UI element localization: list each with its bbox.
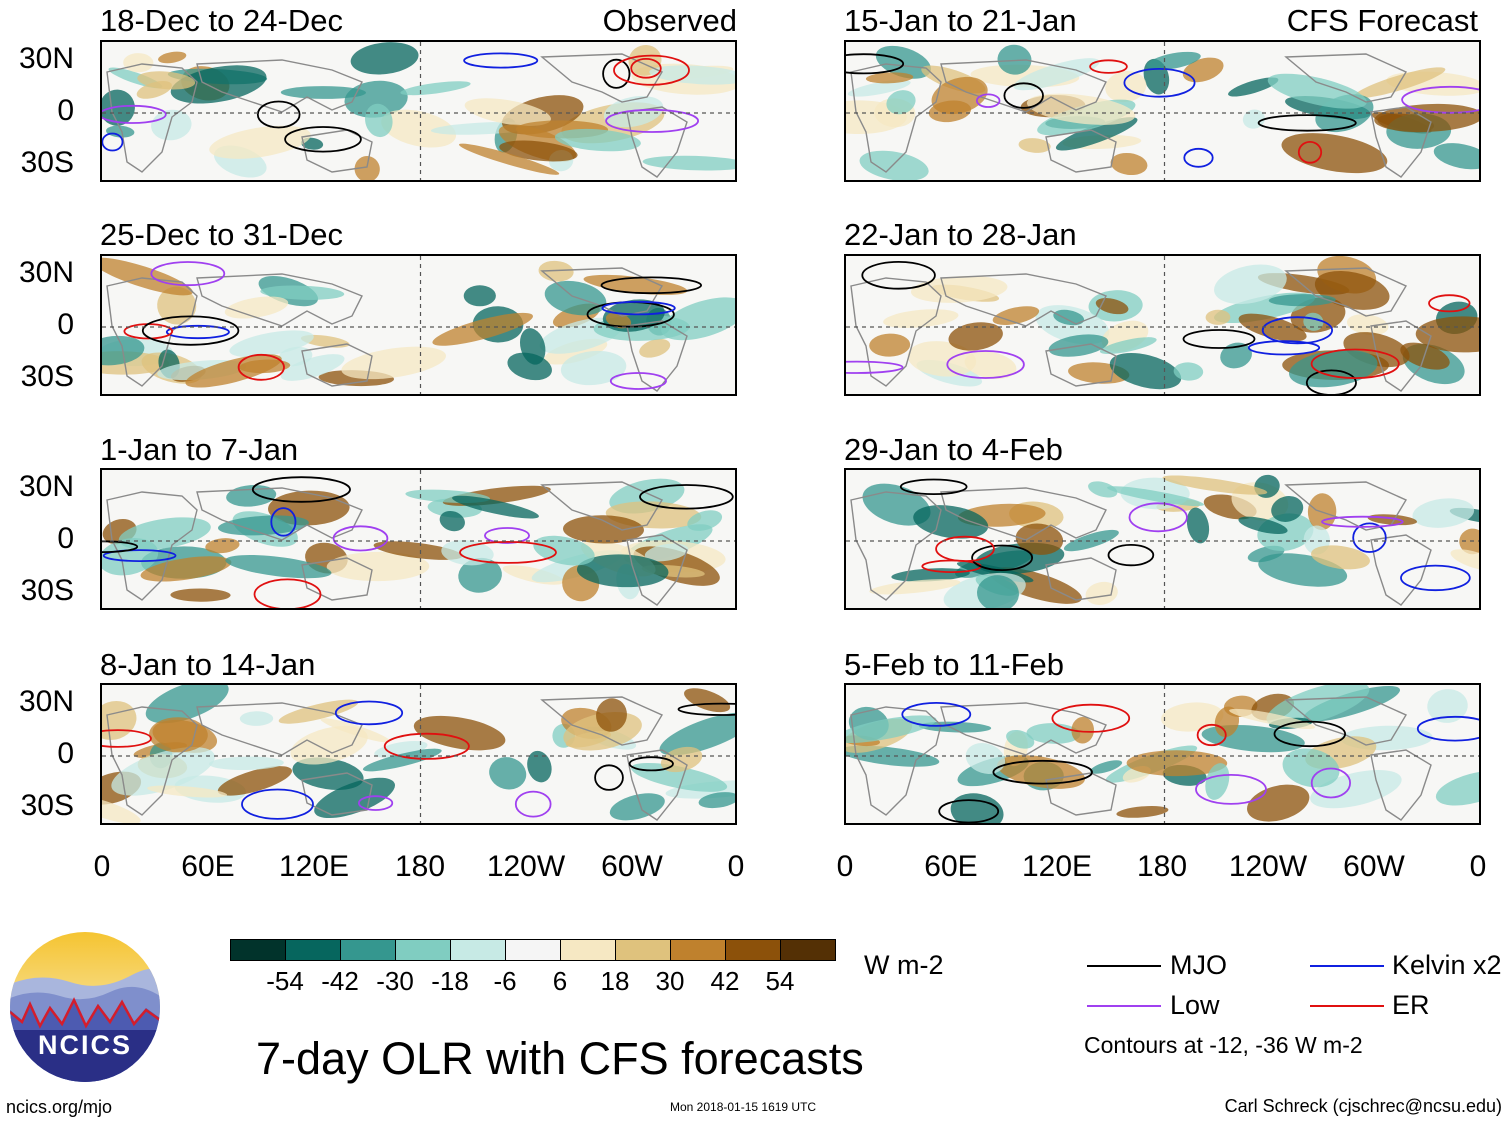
panel-title: 22-Jan to 28-Jan	[844, 217, 1077, 252]
panel-title: 29-Jan to 4-Feb	[844, 432, 1063, 467]
ncics-logo-text: NCICS	[37, 1030, 132, 1060]
panel-title: 25-Dec to 31-Dec	[100, 217, 343, 252]
olr-map	[100, 468, 737, 610]
colorbar-swatch	[615, 939, 671, 961]
legend-line-low	[1087, 1005, 1161, 1007]
olr-map-art	[102, 256, 735, 394]
colorbar-tick: 30	[655, 966, 685, 996]
olr-map-art	[846, 470, 1479, 608]
olr-map	[844, 254, 1481, 396]
olr-map-art	[846, 685, 1479, 823]
legend-line-mjo	[1087, 965, 1161, 967]
legend-line-kelvin	[1310, 965, 1384, 967]
panel-title: 5-Feb to 11-Feb	[844, 647, 1064, 682]
y-tick-0: 0	[57, 94, 74, 127]
x-tick: 60W	[1343, 850, 1405, 883]
x-tick: 0	[93, 850, 111, 883]
panel-title: 15-Jan to 21-Jan	[844, 3, 1077, 38]
olr-map	[844, 40, 1481, 182]
y-tick-0: 0	[57, 522, 74, 555]
author-credit: Carl Schreck (cjschrec@ncsu.edu)	[1224, 1096, 1502, 1116]
colorbar-tick: 54	[765, 966, 795, 996]
colorbar-tick: -18	[431, 966, 469, 996]
colorbar-swatch	[780, 939, 836, 961]
colorbar-swatch	[560, 939, 616, 961]
y-tick-0: 0	[57, 737, 74, 770]
olr-map-art	[846, 256, 1479, 394]
y-tick-30n: 30N	[18, 470, 74, 503]
olr-map	[100, 683, 737, 825]
legend-label-er: ER	[1392, 990, 1430, 1020]
colorbar-swatch	[340, 939, 396, 961]
colorbar-swatch	[285, 939, 341, 961]
website-link[interactable]: ncics.org/mjo	[6, 1097, 113, 1117]
legend-label-kelvin: Kelvin x2	[1392, 950, 1502, 980]
x-tick: 60E	[181, 850, 235, 883]
x-tick: 0	[727, 850, 745, 883]
legend-line-er	[1310, 1005, 1384, 1007]
legend-label-low: Low	[1170, 990, 1220, 1020]
colorbar-tick: 6	[552, 966, 568, 996]
colorbar-swatch	[395, 939, 451, 961]
x-tick: 0	[1469, 850, 1487, 883]
panel-title: 18-Dec to 24-Dec	[100, 3, 343, 38]
ncics-logo: NCICS	[10, 932, 160, 1082]
colorbar-units: W m-2	[864, 950, 944, 980]
panel-title: 8-Jan to 14-Jan	[100, 647, 316, 682]
colorbar-tick: 42	[710, 966, 740, 996]
colorbar-tick: 18	[600, 966, 630, 996]
colorbar-swatch	[725, 939, 781, 961]
ncics-logo-art	[10, 932, 160, 1082]
x-tick: 60E	[924, 850, 978, 883]
y-tick-30s: 30S	[20, 146, 74, 179]
colorbar-swatch	[670, 939, 726, 961]
olr-map-art	[846, 42, 1479, 180]
x-tick: 120W	[486, 850, 566, 883]
olr-map-art	[102, 685, 735, 823]
x-tick: 120E	[278, 850, 350, 883]
colorbar-tick: -42	[321, 966, 359, 996]
x-tick: 60W	[601, 850, 663, 883]
olr-map	[844, 683, 1481, 825]
colorbar-tick: -30	[376, 966, 414, 996]
panel-title: 1-Jan to 7-Jan	[100, 432, 299, 467]
x-tick: 120E	[1021, 850, 1093, 883]
timestamp: Mon 2018-01-15 1619 UTC	[670, 1100, 817, 1114]
olr-map-art	[102, 470, 735, 608]
y-tick-30s: 30S	[20, 574, 74, 607]
x-tick: 0	[836, 850, 854, 883]
olr-map	[100, 40, 737, 182]
x-tick: 120W	[1228, 850, 1308, 883]
colorbar-swatch	[230, 939, 286, 961]
figure-title: 7-day OLR with CFS forecasts	[256, 1033, 864, 1084]
y-tick-30n: 30N	[18, 685, 74, 718]
panel-label-cfs-forecast: CFS Forecast	[1286, 3, 1478, 38]
contours-note: Contours at -12, -36 W m-2	[1084, 1032, 1363, 1058]
olr-map	[844, 468, 1481, 610]
colorbar-swatch	[505, 939, 561, 961]
colorbar-tick: -54	[266, 966, 304, 996]
y-tick-30n: 30N	[18, 42, 74, 75]
colorbar-tick: -6	[493, 966, 517, 996]
x-tick: 180	[1136, 850, 1188, 883]
y-tick-0: 0	[57, 308, 74, 341]
y-tick-30n: 30N	[18, 256, 74, 289]
olr-map-art	[102, 42, 735, 180]
y-tick-30s: 30S	[20, 789, 74, 822]
panel-label-observed: Observed	[602, 3, 737, 38]
y-tick-30s: 30S	[20, 360, 74, 393]
colorbar-swatch	[450, 939, 506, 961]
x-tick: 180	[394, 850, 446, 883]
olr-map	[100, 254, 737, 396]
legend-label-mjo: MJO	[1170, 950, 1227, 980]
